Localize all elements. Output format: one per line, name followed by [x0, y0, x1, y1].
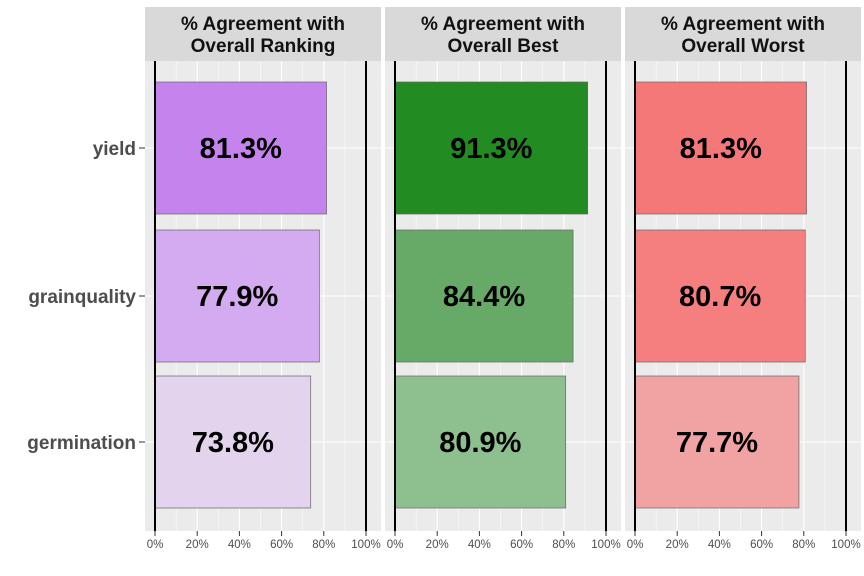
- bar-value-label: 81.3%: [680, 133, 762, 165]
- x-tick-label: 0%: [627, 539, 644, 551]
- x-tick-label: 0%: [147, 539, 164, 551]
- bar-yield: [634, 81, 807, 215]
- x-tick-label: 100%: [591, 539, 620, 551]
- facet-strip: [625, 7, 861, 61]
- bar-grainquality: [394, 229, 574, 363]
- x-tick-label: 60%: [510, 539, 533, 551]
- bar-grainquality: [634, 229, 806, 363]
- bar-germination: [634, 375, 800, 509]
- x-tick-label: 100%: [831, 539, 860, 551]
- bar-value-label: 77.9%: [196, 281, 278, 313]
- y-tick-label-yield: yield: [93, 139, 136, 160]
- bar-value-label: 84.4%: [443, 281, 525, 313]
- x-tick-label: 80%: [792, 539, 815, 551]
- bar-yield: [154, 81, 327, 215]
- x-tick-label: 40%: [228, 539, 251, 551]
- y-tick-label-germination: germination: [27, 433, 136, 454]
- facet-title-line: Overall Ranking: [191, 36, 336, 57]
- facet-title-line: Overall Worst: [681, 36, 805, 57]
- facet-title-line: % Agreement with: [181, 14, 345, 35]
- x-tick-label: 60%: [750, 539, 773, 551]
- facet-strip: [145, 7, 381, 61]
- x-tick-label: 80%: [312, 539, 335, 551]
- x-tick-label: 20%: [186, 539, 209, 551]
- x-tick-label: 20%: [666, 539, 689, 551]
- bar-value-label: 91.3%: [450, 133, 532, 165]
- x-tick-label: 40%: [708, 539, 731, 551]
- x-tick-label: 100%: [351, 539, 380, 551]
- x-tick-label: 60%: [270, 539, 293, 551]
- x-tick-label: 0%: [387, 539, 404, 551]
- facet-title-line: % Agreement with: [661, 14, 825, 35]
- bar-germination: [154, 375, 312, 509]
- y-tick-label-grainquality: grainquality: [28, 287, 136, 308]
- bar-germination: [394, 375, 567, 509]
- x-tick-label: 80%: [552, 539, 575, 551]
- facet-strip: [385, 7, 621, 61]
- facet-title-line: % Agreement with: [421, 14, 585, 35]
- bar-value-label: 80.9%: [439, 427, 521, 459]
- bar-value-label: 77.7%: [676, 427, 758, 459]
- x-tick-label: 20%: [426, 539, 449, 551]
- facet-title-line: Overall Best: [448, 36, 560, 57]
- x-tick-label: 40%: [468, 539, 491, 551]
- bar-value-label: 73.8%: [192, 427, 274, 459]
- bar-value-label: 80.7%: [679, 281, 761, 313]
- bar-value-label: 81.3%: [200, 133, 282, 165]
- bar-yield: [394, 81, 588, 215]
